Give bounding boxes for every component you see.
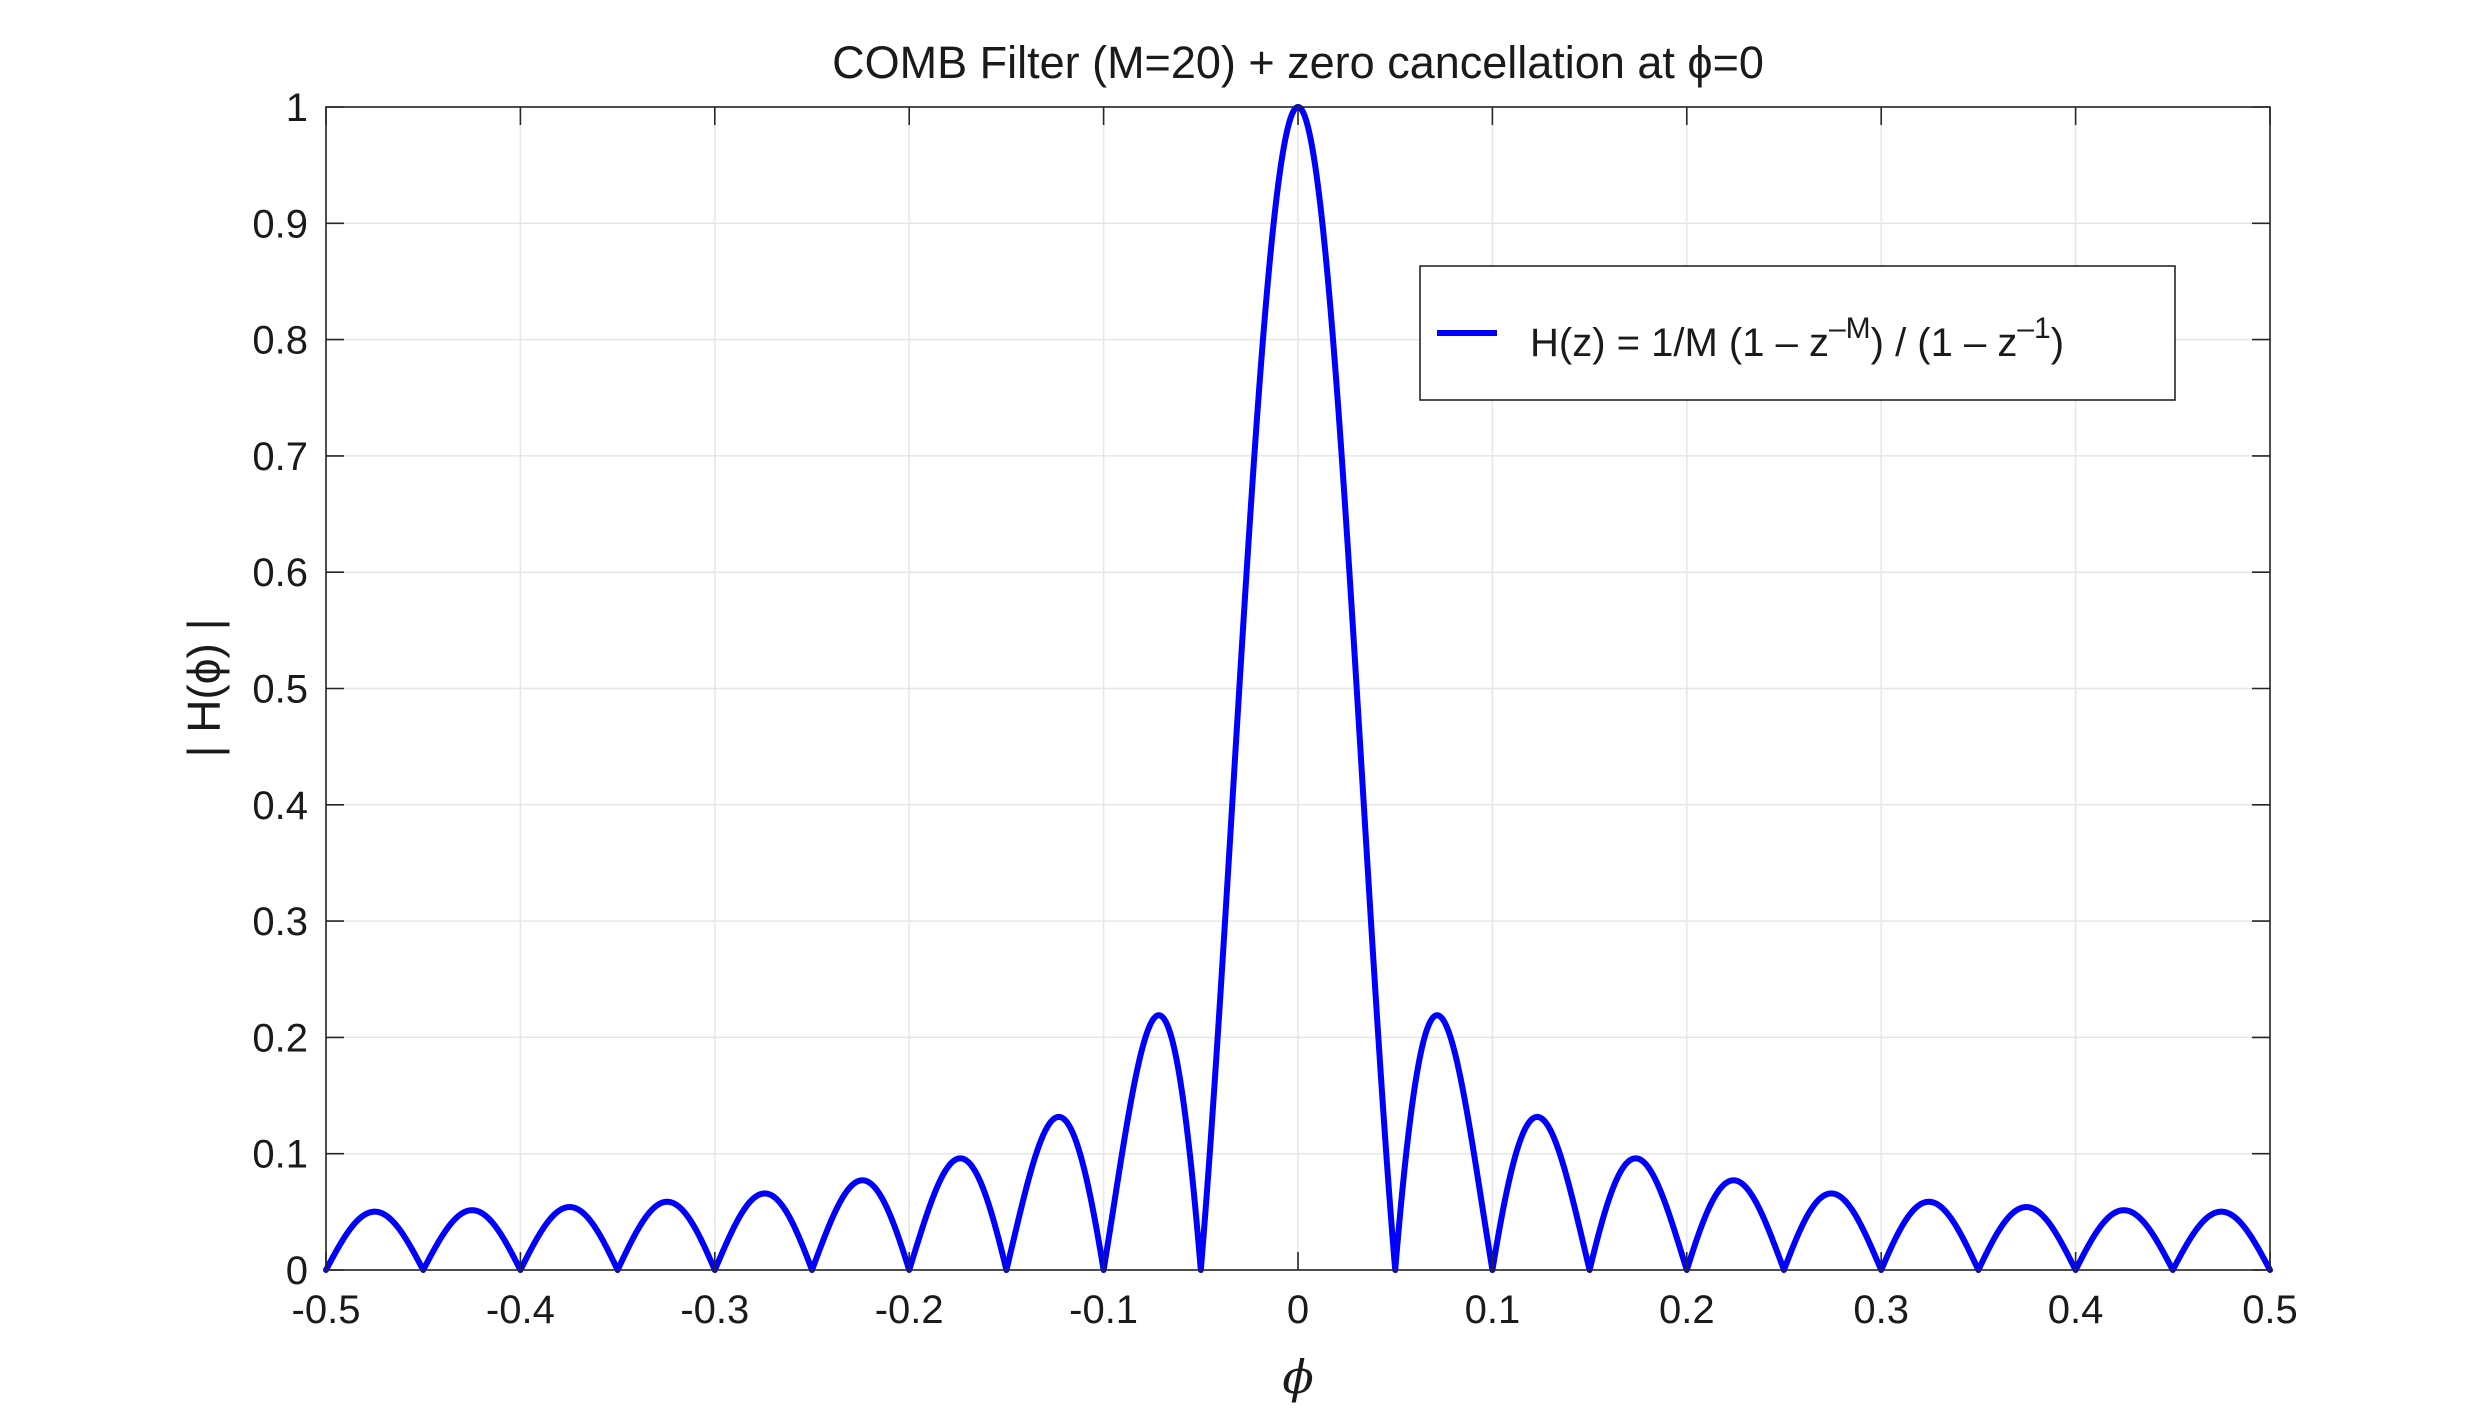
x-tick-label: 0.1 — [1465, 1288, 1521, 1332]
y-tick-label: 0.2 — [252, 1016, 308, 1060]
y-tick-label: 0.7 — [252, 435, 308, 479]
x-tick-label: -0.5 — [292, 1288, 361, 1332]
legend-text-middle: ) / (1 – z — [1871, 321, 2018, 365]
y-axis-label: | H(ϕ) | — [178, 618, 230, 757]
legend-box — [1419, 265, 2176, 401]
y-tick-label: 0.9 — [252, 202, 308, 246]
y-tick-label: 0.8 — [252, 319, 308, 363]
x-tick-label: -0.4 — [486, 1288, 555, 1332]
y-tick-label: 0.5 — [252, 668, 308, 712]
legend-text-prefix: H(z) = 1/M (1 – z — [1530, 321, 1829, 365]
y-tick-label: 0.4 — [252, 784, 308, 828]
y-tick-label: 0.6 — [252, 551, 308, 595]
x-tick-label: -0.1 — [1069, 1288, 1138, 1332]
y-tick-labels: 0 0.1 0.2 0.3 0.4 0.5 0.6 0.7 0.8 0.9 1 — [252, 86, 308, 1293]
x-tick-label: -0.3 — [680, 1288, 749, 1332]
x-tick-label: 0.2 — [1659, 1288, 1715, 1332]
y-tick-label: 1 — [286, 86, 308, 130]
x-tick-label: 0.4 — [2048, 1288, 2104, 1332]
x-axis-label: ϕ — [1282, 1350, 1313, 1404]
legend-text-suffix: ) — [2051, 321, 2064, 365]
x-tick-label: -0.2 — [875, 1288, 944, 1332]
x-tick-label: 0.3 — [1853, 1288, 1909, 1332]
x-tick-labels: -0.5 -0.4 -0.3 -0.2 -0.1 0 0.1 0.2 0.3 0.4 0.5 — [292, 1288, 2298, 1332]
y-tick-label: 0.3 — [252, 900, 308, 944]
x-tick-label: 0 — [1287, 1288, 1309, 1332]
y-tick-label: 0 — [286, 1249, 308, 1293]
axis-ticks — [325, 106, 2271, 1271]
legend: H(z) = 1/M (1 – z–M) / (1 – z–1) — [1419, 265, 2176, 401]
y-tick-label: 0.1 — [252, 1133, 308, 1177]
x-tick-label: 0.5 — [2242, 1288, 2298, 1332]
legend-entry-label: H(z) = 1/M (1 – z–M) / (1 – z–1) — [1530, 312, 2064, 365]
legend-superscript-m: –M — [1829, 312, 1871, 345]
legend-superscript-1: –1 — [2017, 312, 2050, 345]
chart-title: COMB Filter (M=20) + zero cancellation a… — [832, 37, 1764, 88]
